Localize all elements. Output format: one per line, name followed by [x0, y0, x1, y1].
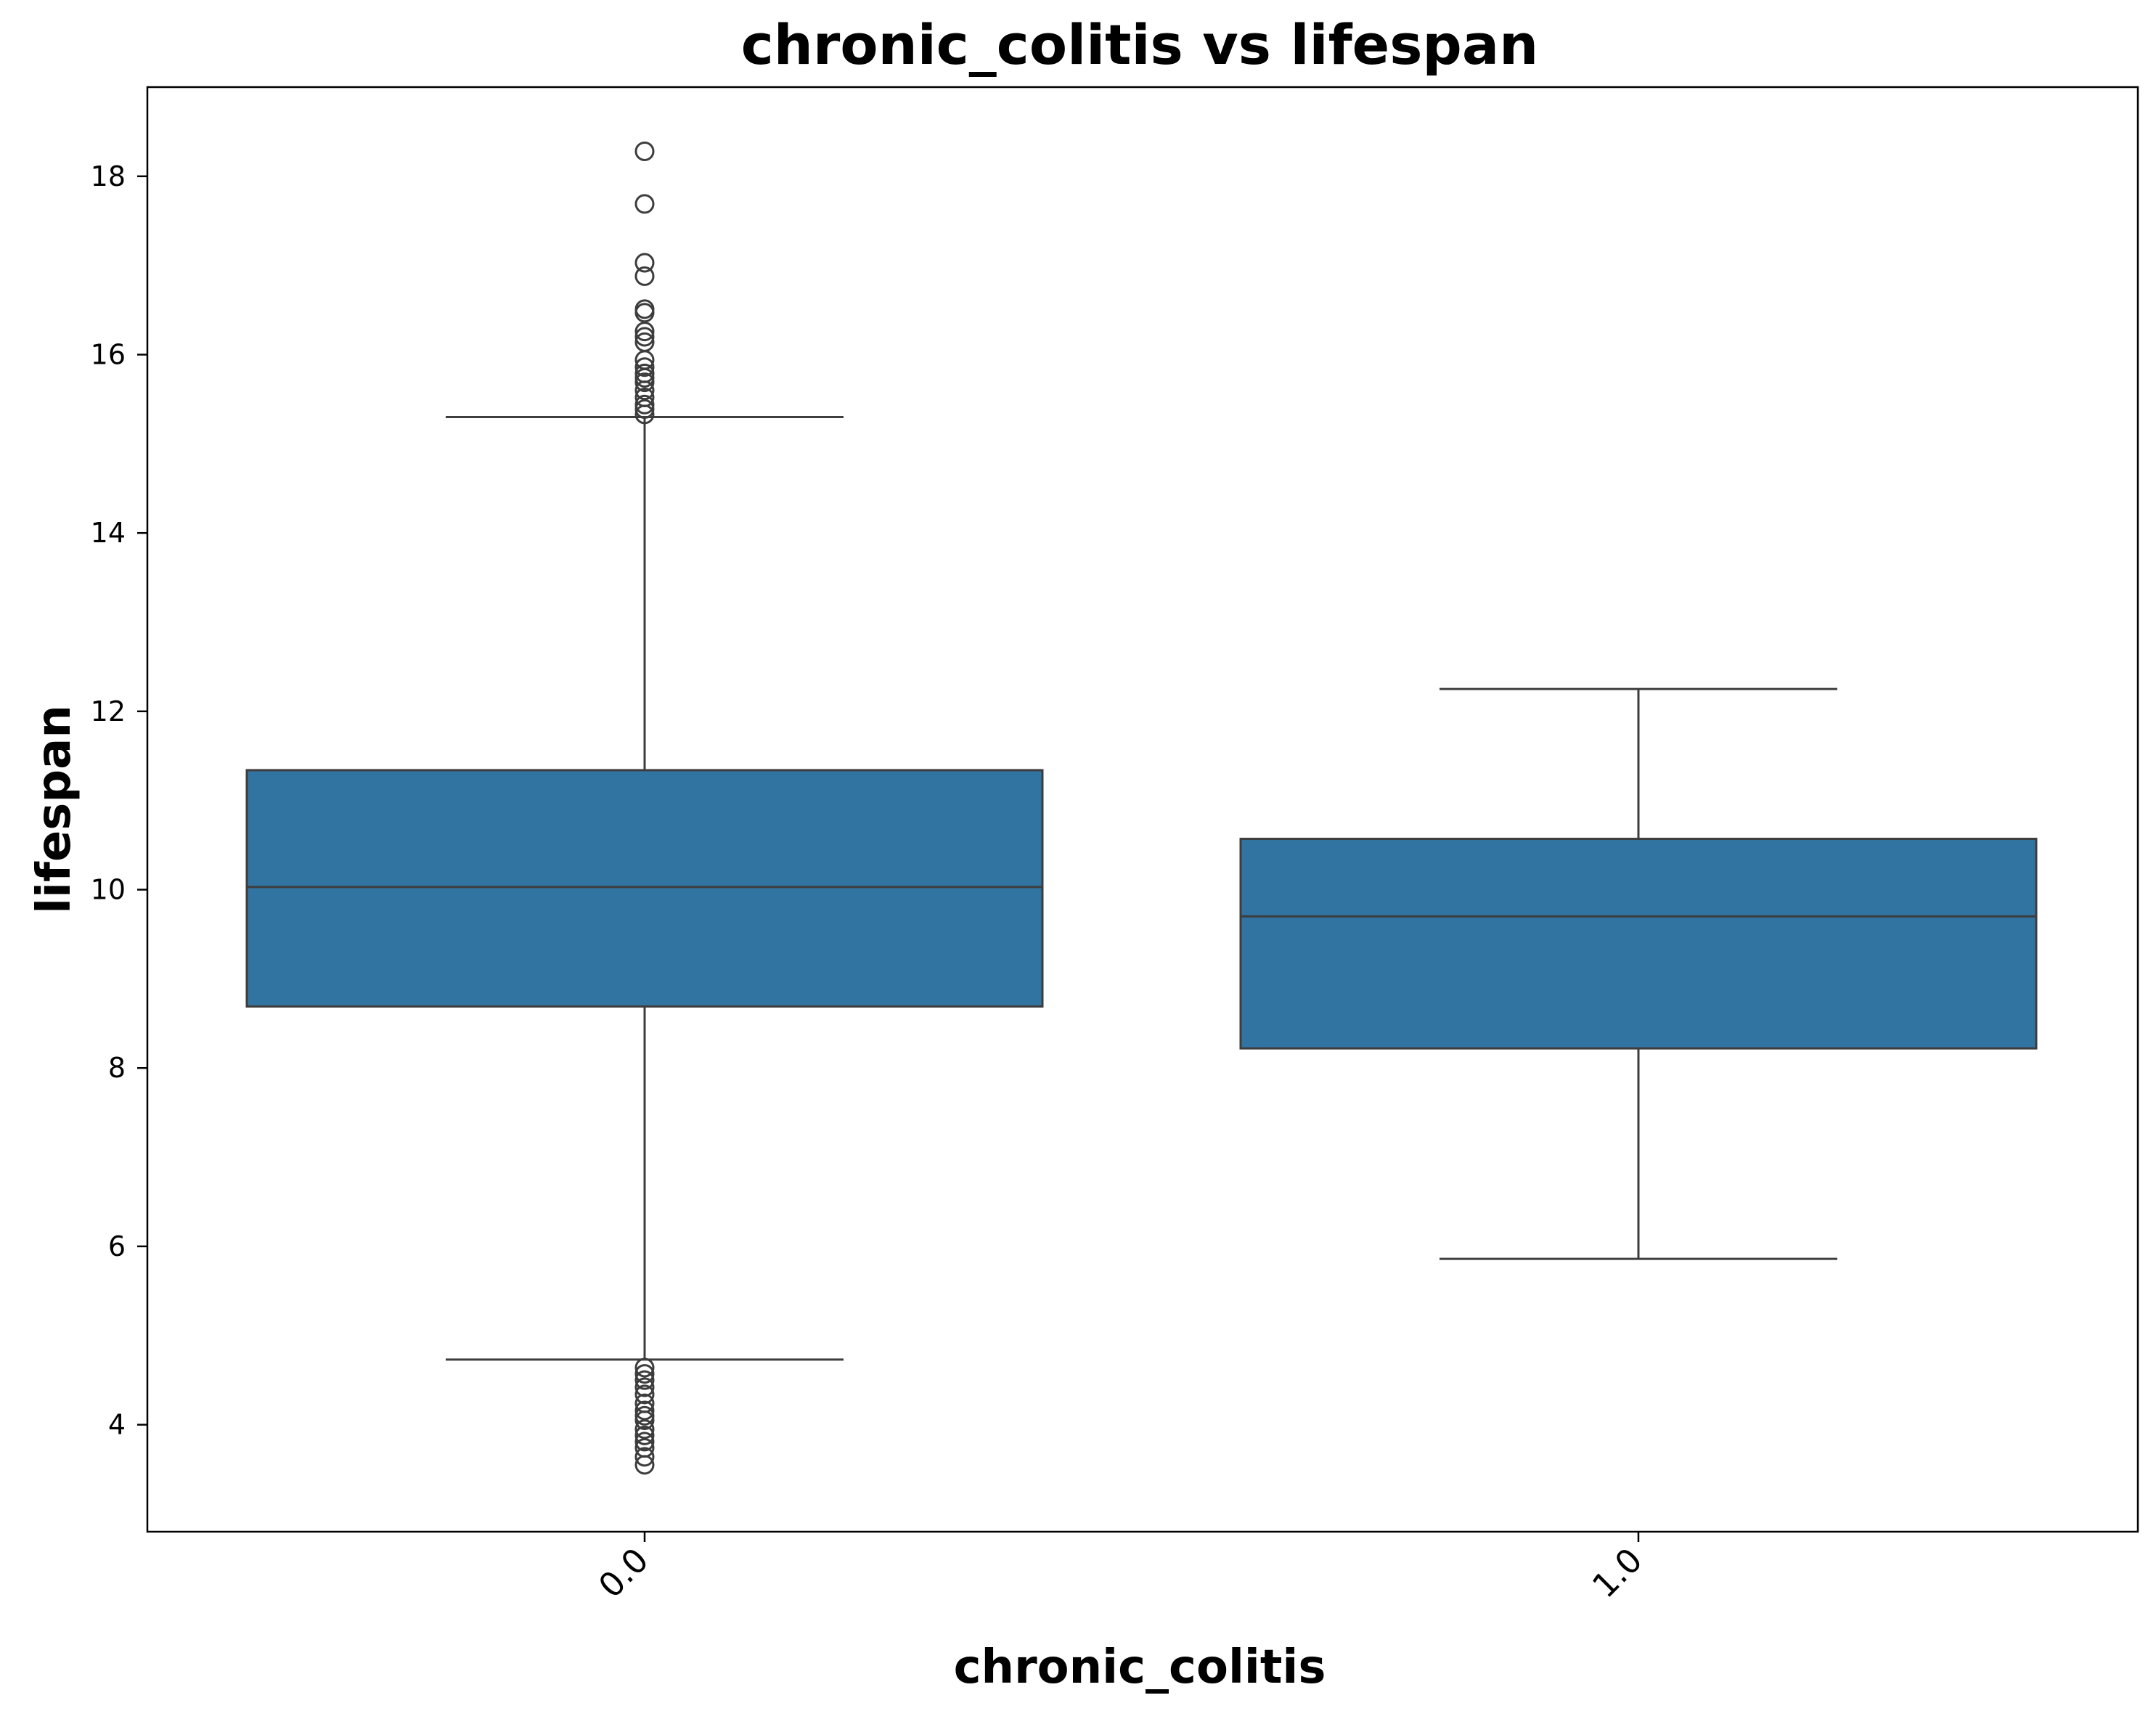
- outlier-point: [634, 399, 655, 419]
- outlier-point: [634, 1384, 655, 1405]
- chart-title: chronic_colitis vs lifespan: [741, 12, 1538, 77]
- y-axis-label: lifespan: [28, 705, 81, 914]
- outlier-point: [634, 404, 655, 425]
- y-tick-label: 10: [91, 874, 126, 906]
- outlier-point: [634, 1447, 655, 1467]
- outlier-point: [634, 1364, 655, 1384]
- outlier-point: [634, 1377, 655, 1397]
- outlier-point: [634, 357, 655, 377]
- outlier-point: [634, 253, 655, 273]
- plot-area-frame: [146, 86, 2139, 1533]
- box-group: [245, 141, 1044, 1475]
- y-tick-label: 14: [91, 517, 126, 549]
- outlier-point: [634, 303, 655, 323]
- y-tick-label: 6: [108, 1230, 126, 1262]
- outlier-point: [634, 266, 655, 286]
- x-tick-label: 0.0: [591, 1540, 656, 1606]
- outlier-point: [634, 1410, 655, 1430]
- y-tick-label: 12: [91, 695, 126, 727]
- outlier-point: [634, 372, 655, 393]
- box-series: [245, 141, 2038, 1475]
- box-group: [1239, 687, 2038, 1260]
- outlier-point: [634, 1357, 655, 1378]
- outlier-point: [634, 141, 655, 161]
- outlier-point: [634, 380, 655, 401]
- x-axis-label: chronic_colitis: [954, 1641, 1326, 1694]
- outlier-point: [634, 1425, 655, 1445]
- outlier-point: [634, 1419, 655, 1440]
- outlier-point: [634, 1432, 655, 1452]
- iqr-box: [1239, 838, 2038, 1050]
- outlier-point: [634, 1455, 655, 1475]
- outlier-point: [634, 327, 655, 347]
- outlier-point: [634, 1370, 655, 1390]
- outlier-point: [634, 1400, 655, 1421]
- outlier-point: [634, 194, 655, 214]
- y-tick-label: 18: [91, 160, 126, 192]
- outlier-point: [634, 322, 655, 342]
- y-tick-label: 8: [108, 1052, 126, 1084]
- y-tick-label: 16: [91, 339, 126, 371]
- iqr-box: [245, 769, 1044, 1008]
- x-tick-label: 1.0: [1585, 1540, 1650, 1606]
- y-tick-label: 4: [108, 1409, 126, 1441]
